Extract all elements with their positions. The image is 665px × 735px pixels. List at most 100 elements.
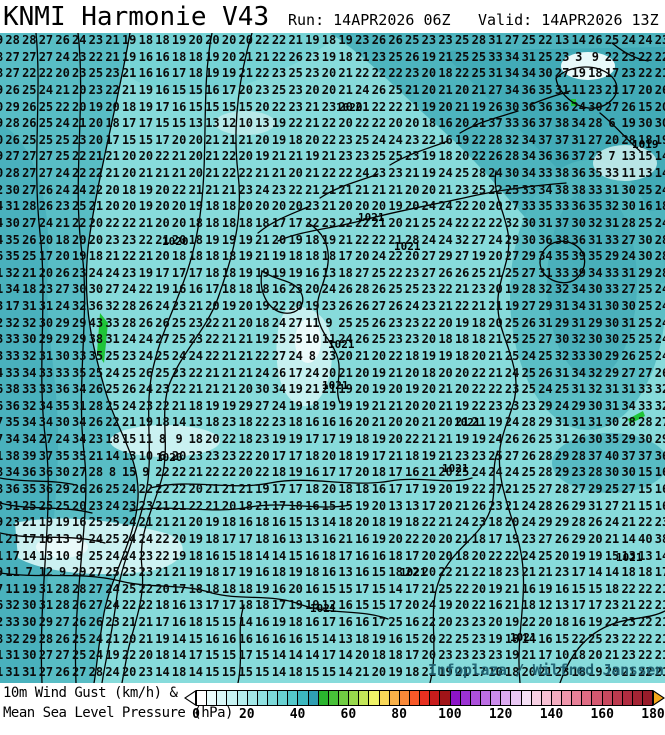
gust-value: 20 — [55, 249, 70, 264]
gust-value: 16 — [654, 482, 665, 496]
gust-value: 20 — [238, 315, 253, 330]
gust-value: 25 — [405, 33, 420, 47]
gust-value: 27 — [504, 249, 520, 264]
gust-value: 18 — [171, 49, 187, 64]
gust-value: 16 — [388, 631, 403, 646]
gust-value: 21 — [288, 33, 303, 47]
gust-value: 33 — [488, 49, 503, 64]
gust-value: 29 — [55, 332, 70, 347]
gust-value: 13 — [388, 498, 403, 513]
gust-value: 20 — [554, 548, 570, 563]
legend: 10m Wind Gust (km/h) & Mean Sea Level Pr… — [0, 683, 665, 735]
gust-value: 8 — [108, 465, 117, 480]
gust-value: 33 — [72, 348, 87, 363]
gust-value: 34 — [521, 166, 537, 181]
gust-value: 21 — [488, 299, 503, 314]
gust-value: 21 — [155, 565, 170, 580]
gust-value: 34 — [0, 200, 5, 212]
gust-value: 17 — [238, 531, 253, 546]
gust-value: 20 — [72, 232, 87, 247]
gust-value: 22 — [305, 215, 320, 230]
gust-value: 30 — [0, 167, 5, 179]
gust-value: 20 — [255, 199, 270, 214]
gust-value: 19 — [504, 282, 520, 297]
gust-value: 38 — [5, 382, 20, 397]
gust-value: 22 — [121, 215, 137, 230]
gust-value: 29 — [72, 315, 87, 330]
gust-value: 30 — [621, 199, 636, 214]
gust-value: 18 — [171, 249, 187, 264]
gust-value: 22 — [205, 348, 220, 363]
gust-value: 36 — [571, 232, 586, 247]
gust-value: 25 — [588, 631, 603, 646]
gust-value: 18 — [288, 132, 303, 147]
gust-value: 24 — [654, 332, 665, 347]
gust-value: 21 — [438, 432, 453, 447]
gust-value: 24 — [521, 548, 537, 563]
gust-value: 31 — [588, 415, 603, 430]
gust-value: 22 — [121, 598, 137, 613]
gust-value: 20 — [188, 166, 204, 181]
gust-value: 20 — [355, 249, 370, 264]
colorbar-segment — [460, 691, 471, 705]
gust-value: 17 — [288, 482, 303, 496]
gust-value: 23 — [121, 232, 137, 247]
gust-value: 10 — [488, 664, 503, 679]
gust-value: 16 — [255, 631, 270, 646]
gust-value: 25 — [55, 498, 70, 513]
gust-value: 21 — [504, 598, 520, 613]
gust-value: 18 — [355, 631, 370, 646]
gust-value: 20 — [438, 498, 453, 513]
gust-value: 24 — [121, 332, 137, 347]
gust-value: 17 — [5, 548, 20, 563]
gust-value: 25 — [604, 33, 620, 47]
gust-value: 13 — [338, 631, 353, 646]
gust-value: 30 — [588, 348, 603, 363]
gust-value: 25 — [538, 49, 553, 64]
gust-value: 26 — [371, 33, 387, 47]
gust-value: 23 — [621, 615, 636, 630]
gust-value: 31 — [38, 299, 54, 314]
gust-value: 20 — [271, 232, 287, 247]
colorbar-segment — [501, 691, 512, 705]
gust-value: 19 — [155, 282, 170, 297]
gust-value: 34 — [571, 299, 586, 314]
gust-value: 22 — [388, 66, 403, 81]
gust-value: 15 — [171, 82, 187, 97]
gust-value: 31 — [0, 267, 5, 279]
gust-value: 18 — [171, 664, 187, 679]
gust-value: 24 — [121, 398, 137, 413]
gust-value: 17 — [388, 465, 403, 480]
gust-value: 37 — [38, 448, 54, 463]
gust-value: 20 — [155, 199, 170, 214]
gust-value: 22 — [155, 465, 170, 480]
gust-value: 18 — [421, 365, 437, 380]
gust-value: 34 — [5, 282, 20, 297]
gust-value: 25 — [538, 548, 553, 563]
gust-value: 20 — [88, 116, 104, 131]
gust-value: 16 — [138, 49, 154, 64]
isobar-label: 1021 — [400, 566, 427, 579]
gust-value: 21 — [221, 332, 237, 347]
gust-value: 32 — [554, 348, 570, 363]
gust-value: 20 — [171, 232, 187, 247]
gust-value: 20 — [454, 82, 470, 97]
gust-value: 25 — [454, 166, 470, 181]
gust-value: 27 — [638, 365, 653, 380]
gust-value: 22 — [321, 132, 337, 147]
gust-value: 22 — [638, 598, 653, 613]
gust-value: 24 — [521, 498, 537, 513]
gust-value: 17 — [238, 648, 253, 663]
gust-value: 20 — [654, 99, 665, 114]
gust-value: 18 — [238, 598, 253, 613]
gust-value: 22 — [388, 249, 403, 264]
gust-value: 20 — [355, 365, 370, 380]
gust-value: 22 — [355, 215, 370, 230]
gust-value: 23 — [105, 615, 120, 630]
gust-value: 20 — [321, 66, 337, 81]
gust-value: 11 — [305, 315, 320, 330]
gust-value: 27 — [488, 482, 503, 496]
gust-value: 27 — [621, 232, 636, 247]
gust-value: 27 — [504, 199, 520, 214]
gust-value: 20 — [188, 132, 204, 147]
